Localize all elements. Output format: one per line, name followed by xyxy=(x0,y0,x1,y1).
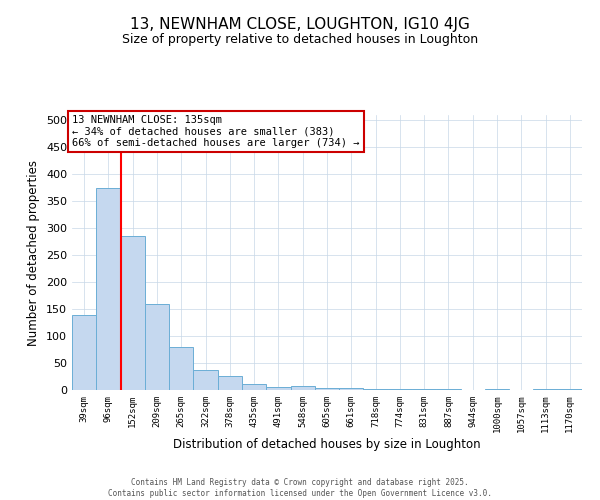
Bar xyxy=(218,376,242,390)
Text: 13 NEWNHAM CLOSE: 135sqm
← 34% of detached houses are smaller (383)
66% of semi-: 13 NEWNHAM CLOSE: 135sqm ← 34% of detach… xyxy=(72,115,359,148)
Bar xyxy=(290,386,315,390)
Bar xyxy=(533,389,558,390)
Bar xyxy=(96,188,121,390)
Bar xyxy=(145,304,169,390)
Bar xyxy=(558,389,582,390)
Text: 13, NEWNHAM CLOSE, LOUGHTON, IG10 4JG: 13, NEWNHAM CLOSE, LOUGHTON, IG10 4JG xyxy=(130,18,470,32)
Y-axis label: Number of detached properties: Number of detached properties xyxy=(28,160,40,346)
Bar xyxy=(266,387,290,390)
Bar xyxy=(315,388,339,390)
Text: Contains HM Land Registry data © Crown copyright and database right 2025.
Contai: Contains HM Land Registry data © Crown c… xyxy=(108,478,492,498)
Bar xyxy=(242,384,266,390)
Bar xyxy=(193,370,218,390)
Bar xyxy=(169,347,193,390)
X-axis label: Distribution of detached houses by size in Loughton: Distribution of detached houses by size … xyxy=(173,438,481,451)
Bar xyxy=(121,236,145,390)
Bar xyxy=(388,389,412,390)
Bar xyxy=(339,388,364,390)
Bar xyxy=(72,314,96,390)
Bar xyxy=(485,389,509,390)
Bar xyxy=(364,389,388,390)
Text: Size of property relative to detached houses in Loughton: Size of property relative to detached ho… xyxy=(122,32,478,46)
